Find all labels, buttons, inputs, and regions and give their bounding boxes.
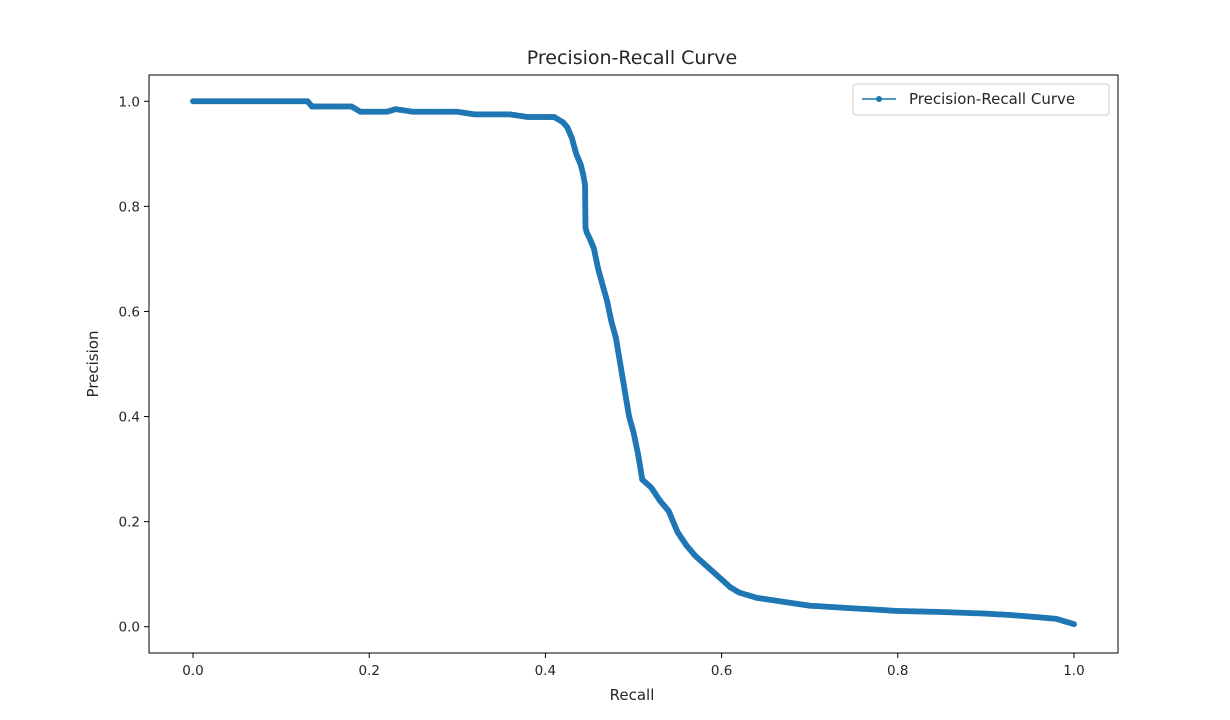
x-axis-ticks: 0.0 0.2 0.4 0.6 0.8 1.0 (182, 653, 1085, 679)
y-axis-label: Precision (84, 331, 102, 398)
y-axis-ticks: 0.0 0.2 0.4 0.6 0.8 1.0 (119, 94, 149, 636)
y-tick-label: 0.0 (119, 620, 140, 636)
series-point (1070, 621, 1077, 628)
legend-box (852, 83, 1110, 116)
legend-entry-label: Precision-Recall Curve (909, 90, 1075, 108)
series-markers (190, 98, 1077, 628)
y-tick-label: 0.4 (119, 410, 140, 426)
chart-title: Precision-Recall Curve (527, 47, 737, 69)
y-tick-label: 0.8 (119, 199, 140, 215)
x-tick-label: 0.0 (182, 663, 203, 679)
legend-marker-swatch (876, 96, 882, 102)
x-axis-label: Recall (610, 686, 655, 704)
x-tick-label: 0.4 (535, 663, 556, 679)
y-tick-label: 0.2 (119, 515, 140, 531)
plot-frame (148, 74, 1119, 654)
legend: Precision-Recall Curve (852, 83, 1110, 116)
x-tick-label: 0.2 (358, 663, 379, 679)
x-tick-label: 0.8 (887, 663, 908, 679)
x-tick-label: 0.6 (711, 663, 732, 679)
y-tick-label: 0.6 (119, 304, 140, 320)
y-tick-label: 1.0 (119, 94, 140, 110)
series-layer (190, 98, 1077, 628)
x-tick-label: 1.0 (1063, 663, 1084, 679)
